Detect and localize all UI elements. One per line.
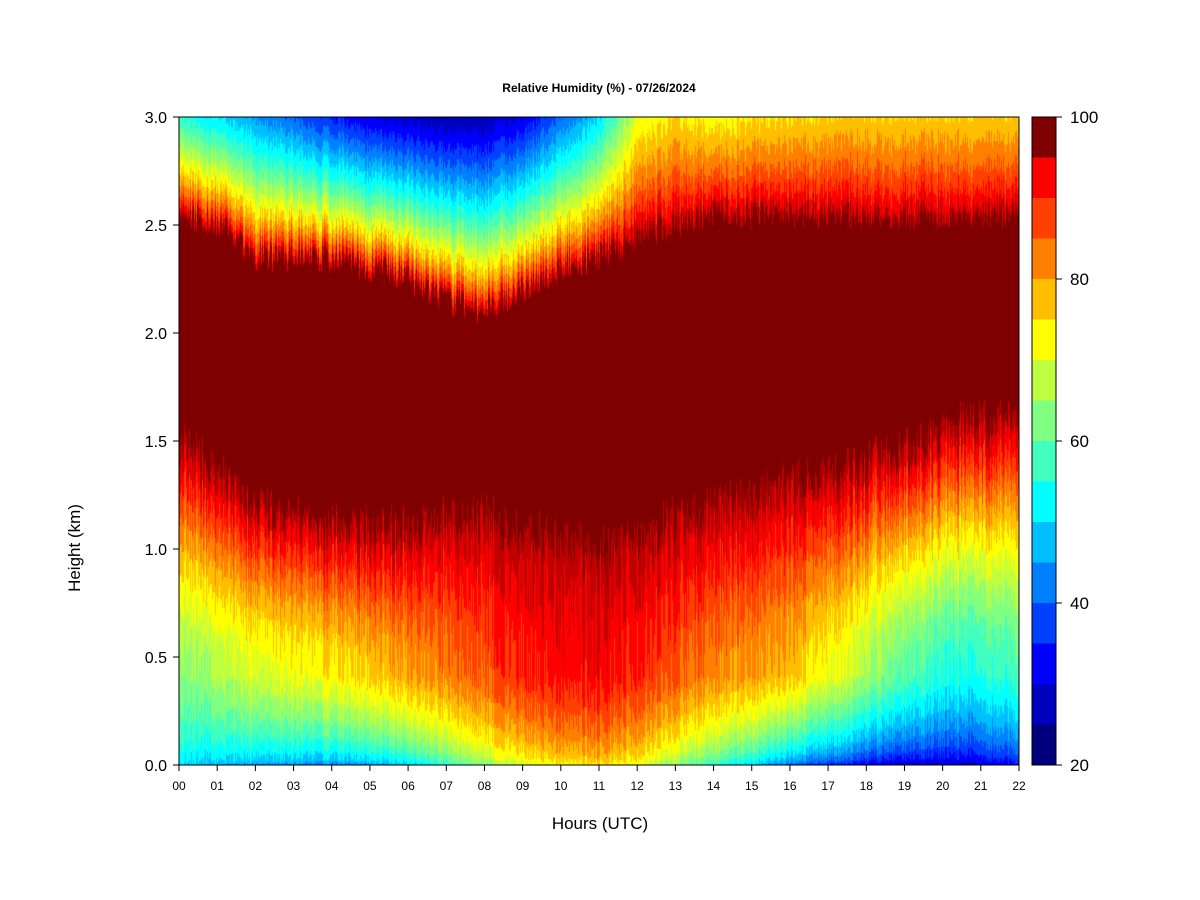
y-tick-label: 0.0 — [145, 758, 167, 775]
y-tick-label: 2.5 — [145, 218, 167, 235]
colorbar-swatch — [1032, 562, 1056, 603]
colorbar-tick-label: 20 — [1070, 756, 1089, 775]
colorbar-tick-label: 40 — [1070, 594, 1089, 613]
colorbar-swatch — [1032, 441, 1056, 482]
x-tick-label: 04 — [325, 779, 339, 793]
colorbar-tick-label: 80 — [1070, 270, 1089, 289]
colorbar-swatch — [1032, 319, 1056, 360]
x-tick-label: 22 — [1012, 779, 1026, 793]
x-tick-label: 09 — [516, 779, 530, 793]
x-tick-label: 02 — [249, 779, 263, 793]
colorbar-swatch — [1032, 360, 1056, 401]
x-tick-label: 18 — [860, 779, 874, 793]
colorbar-swatch — [1032, 522, 1056, 563]
x-axis: 00 01 02 03 04 05 06 07 08 09 10 11 12 13 14 15 16 17 18 19… — [172, 765, 1026, 793]
y-axis: 0.0 0.5 1.0 1.5 2.0 2.5 3.0 — [145, 110, 179, 775]
x-tick-label: 11 — [593, 779, 606, 793]
colorbar-swatch — [1032, 684, 1056, 725]
x-tick-label: 07 — [440, 779, 454, 793]
colorbar-swatch — [1032, 117, 1056, 158]
x-axis-title: Hours (UTC) — [552, 814, 648, 833]
plot-area — [178, 116, 1020, 766]
x-tick-label: 19 — [898, 779, 912, 793]
y-tick-label: 1.5 — [145, 434, 167, 451]
colorbar-swatch — [1032, 238, 1056, 279]
x-tick-label: 20 — [936, 779, 950, 793]
y-tick-label: 1.0 — [145, 542, 167, 559]
colorbar-swatch — [1032, 400, 1056, 441]
colorbar-swatch — [1032, 724, 1056, 765]
y-axis-title: Height (km) — [65, 504, 84, 592]
x-tick-label: 12 — [631, 779, 645, 793]
colorbar-swatch — [1032, 198, 1056, 239]
x-tick-label: 08 — [478, 779, 492, 793]
x-tick-label: 13 — [669, 779, 683, 793]
humidity-heatmap — [179, 117, 1019, 765]
x-tick-label: 05 — [363, 779, 377, 793]
y-tick-label: 0.5 — [145, 650, 167, 667]
colorbar-swatch — [1032, 157, 1056, 198]
x-tick-label: 10 — [554, 779, 568, 793]
x-tick-label: 21 — [974, 779, 988, 793]
colorbar-swatch — [1032, 279, 1056, 320]
chart-title: Relative Humidity (%) - 07/26/2024 — [502, 81, 696, 95]
y-tick-label: 3.0 — [145, 110, 167, 127]
colorbar-tick-label: 100 — [1070, 108, 1098, 127]
x-tick-label: 14 — [707, 779, 721, 793]
colorbar: 20 40 60 80 100 — [1031, 108, 1098, 775]
y-tick-label: 2.0 — [145, 326, 167, 343]
x-tick-label: 01 — [211, 779, 225, 793]
x-tick-label: 15 — [745, 779, 759, 793]
colorbar-swatch — [1032, 603, 1056, 644]
colorbar-swatch — [1032, 481, 1056, 522]
x-tick-label: 17 — [821, 779, 835, 793]
colorbar-tick-label: 60 — [1070, 432, 1089, 451]
x-tick-label: 00 — [172, 779, 186, 793]
x-tick-label: 03 — [287, 779, 301, 793]
x-tick-label: 06 — [401, 779, 415, 793]
x-tick-label: 16 — [783, 779, 797, 793]
colorbar-swatch — [1032, 643, 1056, 684]
